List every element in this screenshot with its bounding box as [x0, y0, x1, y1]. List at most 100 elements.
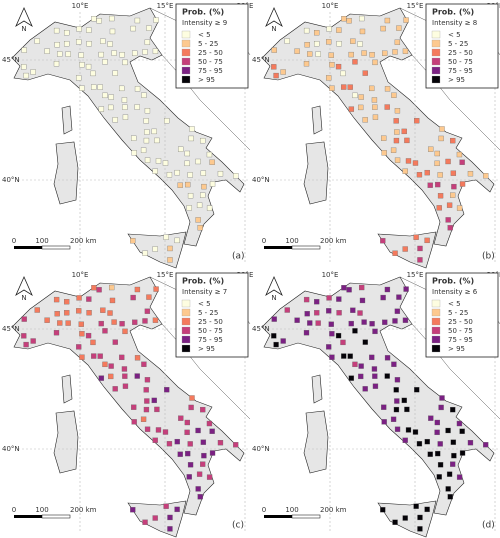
- site: [109, 28, 116, 35]
- site: [131, 150, 137, 156]
- site: [271, 47, 277, 53]
- site: [86, 296, 92, 302]
- legend-title: Prob. (%): [182, 277, 224, 286]
- site: [144, 157, 151, 163]
- site: [326, 39, 332, 45]
- legend-label: 75 - 95: [198, 336, 223, 344]
- site: [280, 338, 286, 344]
- site: [112, 117, 118, 123]
- site: [402, 168, 408, 174]
- site: [371, 97, 378, 103]
- site: [122, 328, 128, 335]
- legend-label: 75 - 95: [198, 67, 223, 75]
- site: [86, 41, 92, 47]
- site: [340, 70, 346, 77]
- panel-label: (c): [232, 521, 244, 531]
- site: [144, 308, 151, 314]
- site: [152, 317, 159, 323]
- site: [413, 234, 419, 240]
- site: [447, 494, 453, 500]
- site: [393, 118, 399, 124]
- site: [111, 319, 117, 325]
- site: [294, 48, 300, 54]
- lon-label: 10°E: [72, 2, 89, 10]
- site: [391, 92, 397, 98]
- site: [197, 225, 203, 231]
- site: [341, 285, 347, 291]
- scale-bar: [291, 245, 321, 250]
- site: [280, 69, 286, 75]
- legend-swatch: [181, 39, 191, 48]
- site: [76, 295, 82, 301]
- site: [98, 106, 105, 112]
- site: [459, 181, 466, 187]
- legend-label: 5 - 25: [448, 309, 468, 317]
- site: [434, 160, 440, 167]
- site: [394, 308, 401, 314]
- north-arrow: [15, 7, 33, 28]
- legend-swatch: [181, 326, 191, 335]
- site: [144, 398, 150, 404]
- site: [64, 310, 70, 316]
- scale-label: 100: [35, 506, 48, 514]
- site: [109, 15, 115, 22]
- legend-title: Prob. (%): [432, 277, 474, 286]
- site: [189, 395, 195, 401]
- site: [372, 114, 379, 120]
- site: [390, 416, 397, 422]
- site: [336, 310, 342, 316]
- site: [134, 286, 141, 293]
- site: [348, 51, 354, 58]
- site: [217, 171, 224, 177]
- site: [53, 330, 60, 336]
- site: [144, 108, 151, 114]
- site: [328, 321, 334, 327]
- site: [380, 507, 386, 513]
- site: [467, 171, 474, 177]
- legend-swatch: [431, 75, 441, 84]
- scale-label: 200 km: [320, 506, 347, 514]
- site: [200, 406, 206, 413]
- site: [90, 70, 96, 77]
- site: [152, 437, 158, 443]
- legend-swatch: [431, 48, 441, 57]
- site: [336, 27, 342, 33]
- legend-swatch: [181, 48, 191, 57]
- site: [209, 428, 215, 434]
- site: [405, 427, 412, 433]
- legend-label: 5 - 25: [198, 309, 218, 317]
- site: [64, 41, 70, 47]
- site: [381, 404, 387, 410]
- site: [437, 462, 444, 468]
- site: [144, 426, 151, 432]
- site: [347, 353, 353, 359]
- site: [184, 429, 190, 436]
- lon-label: 10°E: [322, 2, 339, 10]
- site: [352, 328, 358, 334]
- site: [100, 38, 106, 44]
- site: [134, 104, 140, 110]
- legend-subtitle: Intensity ≥ 7: [182, 288, 227, 296]
- site: [404, 137, 410, 144]
- site: [44, 317, 50, 323]
- site: [380, 294, 386, 301]
- site: [21, 333, 27, 339]
- site: [142, 318, 148, 324]
- legend-swatch: [181, 66, 191, 75]
- site: [435, 181, 441, 188]
- site: [393, 387, 399, 393]
- legend-swatch: [181, 57, 191, 66]
- site: [185, 181, 191, 188]
- site: [143, 406, 150, 413]
- site: [416, 441, 423, 447]
- legend-label: > 95: [448, 76, 465, 84]
- site: [315, 51, 321, 57]
- lon-label: 15°E: [407, 271, 424, 279]
- legend-label: < 5: [198, 300, 211, 308]
- site: [140, 416, 147, 422]
- site: [303, 61, 310, 67]
- site: [164, 387, 170, 393]
- panel-label: (b): [482, 252, 495, 262]
- site: [167, 514, 173, 521]
- site: [437, 172, 443, 178]
